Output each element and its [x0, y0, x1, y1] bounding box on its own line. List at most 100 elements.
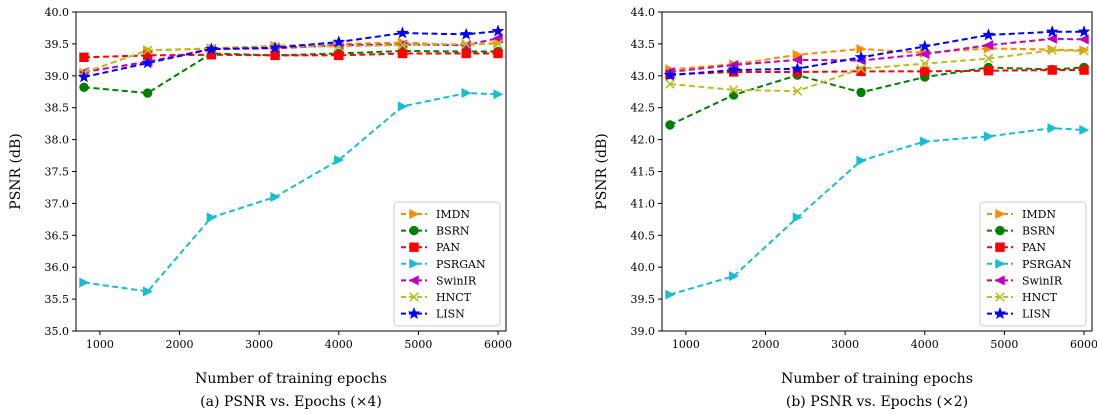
data-point-swinir [919, 49, 930, 60]
legend-marker-bsrn [409, 225, 419, 236]
legend-label-psrgan: PSRGAN [436, 258, 486, 271]
legend-marker-bsrn [995, 225, 1005, 236]
data-point-lisn [141, 56, 154, 69]
data-point-psrgan [334, 155, 345, 166]
x-tick-label: 3000 [245, 338, 273, 351]
data-point-bsrn [665, 120, 675, 130]
y-tick-label: 40.0 [45, 6, 70, 19]
data-point-psrgan [461, 88, 472, 99]
data-point-psrgan [79, 277, 90, 288]
chart-panel-b: 1000 2000 3000 4000 5000 6000 39.0 39.5 40.0 40.5… [594, 6, 1097, 410]
legend-marker-pan [409, 242, 419, 252]
data-point-lisn [396, 26, 409, 39]
x-tick-label: 3000 [831, 338, 859, 351]
y-tick-label: 41.0 [631, 197, 656, 210]
data-point-psrgan [728, 271, 739, 282]
series-line-psrgan [669, 127, 1085, 296]
data-point-swinir [792, 54, 803, 65]
legend-box [979, 201, 1087, 327]
series-line-bsrn [669, 66, 1085, 126]
data-point-lisn [205, 42, 218, 55]
y-tick-label: 43.5 [631, 38, 656, 51]
data-point-psrgan [792, 212, 803, 223]
data-point-lisn [268, 41, 282, 54]
y-tick-label: 36.0 [45, 261, 70, 274]
legend-label-hnct: HNCT [436, 291, 472, 304]
data-point-lisn [1045, 25, 1059, 38]
legend-label-imdn: IMDN [1022, 208, 1056, 221]
data-point-lisn [332, 35, 346, 48]
data-point-hnct [856, 64, 866, 74]
data-point-hnct [920, 58, 930, 69]
legend-marker-swinir [408, 275, 419, 286]
x-tick-label: 4000 [911, 338, 939, 351]
data-point-bsrn [142, 88, 153, 98]
y-tick-label: 44.0 [631, 6, 656, 19]
legend-marker-psrgan [409, 258, 420, 269]
x-tick-label: 4000 [325, 338, 353, 351]
legend-marker-imdn [409, 208, 420, 220]
legend-marker-lisn [993, 306, 1007, 319]
y-axis-label: PSNR (dB) [594, 133, 610, 209]
data-point-pan [1047, 65, 1057, 75]
series-line-psrgan [83, 92, 499, 293]
x-axis-label: Number of training epochs [195, 371, 387, 387]
legend-label-imdn: IMDN [436, 208, 470, 221]
legend-label-lisn: LISN [436, 308, 465, 321]
y-tick-label: 39.5 [631, 293, 656, 306]
x-tick-label: 6000 [1070, 338, 1097, 351]
data-point-hnct [728, 85, 739, 95]
legend-box [393, 201, 501, 327]
y-axis-label: PSNR (dB) [8, 133, 24, 209]
data-point-psrgan [920, 136, 931, 147]
data-point-pan [1079, 65, 1089, 75]
legend-marker-pan [995, 242, 1005, 252]
x-tick-label: 2000 [166, 338, 194, 351]
data-point-pan [79, 52, 89, 62]
data-point-pan [334, 50, 344, 61]
legend-label-bsrn: BSRN [436, 225, 470, 238]
legend-marker-swinir [994, 275, 1005, 286]
y-tick-label: 37.0 [45, 197, 70, 210]
legend-marker-lisn [407, 306, 421, 319]
data-point-psrgan [856, 155, 867, 166]
data-point-psrgan [983, 131, 994, 142]
data-point-swinir [1078, 34, 1089, 45]
data-point-psrgan [270, 192, 281, 203]
data-point-psrgan [1047, 123, 1058, 134]
chart-caption: (b) PSNR vs. Epochs (×2) [786, 394, 968, 410]
data-point-hnct [142, 45, 153, 56]
data-point-pan [270, 50, 280, 61]
legend-marker-hnct [995, 292, 1005, 302]
data-point-lisn [663, 68, 677, 81]
series-line-swinir [669, 37, 1085, 73]
data-point-bsrn [856, 87, 866, 98]
legend-label-swinir: SwinIR [1022, 274, 1063, 287]
data-point-lisn [77, 70, 91, 83]
y-tick-label: 36.5 [45, 229, 70, 242]
y-tick-label: 39.5 [45, 38, 70, 51]
data-point-pan [493, 48, 503, 59]
x-tick-label: 5000 [990, 338, 1018, 351]
data-point-psrgan [1079, 125, 1090, 136]
legend-label-pan: PAN [436, 241, 460, 254]
series-line-imdn [669, 47, 1085, 71]
data-point-hnct [461, 39, 471, 49]
series-line-pan [83, 52, 499, 59]
data-point-psrgan [493, 89, 504, 100]
legend-label-pan: PAN [1022, 241, 1046, 254]
legend-marker-imdn [995, 208, 1006, 220]
legend: IMDN BSRN PAN PSRGAN SwinIR HNCT LISN [979, 201, 1087, 327]
chart-panel-a: 1000 2000 3000 4000 5000 6000 35.0 35.5 36.0 36.5… [8, 6, 512, 410]
data-point-swinir [983, 40, 994, 51]
x-tick-label: 1000 [672, 338, 700, 351]
data-point-imdn [792, 49, 803, 60]
data-point-pan [397, 48, 408, 59]
data-point-lisn [491, 24, 505, 37]
data-point-hnct [397, 40, 408, 50]
y-tick-label: 37.5 [45, 166, 70, 179]
data-point-hnct [983, 53, 994, 64]
y-tick-label: 43.0 [631, 70, 656, 83]
data-point-hnct [493, 39, 503, 49]
